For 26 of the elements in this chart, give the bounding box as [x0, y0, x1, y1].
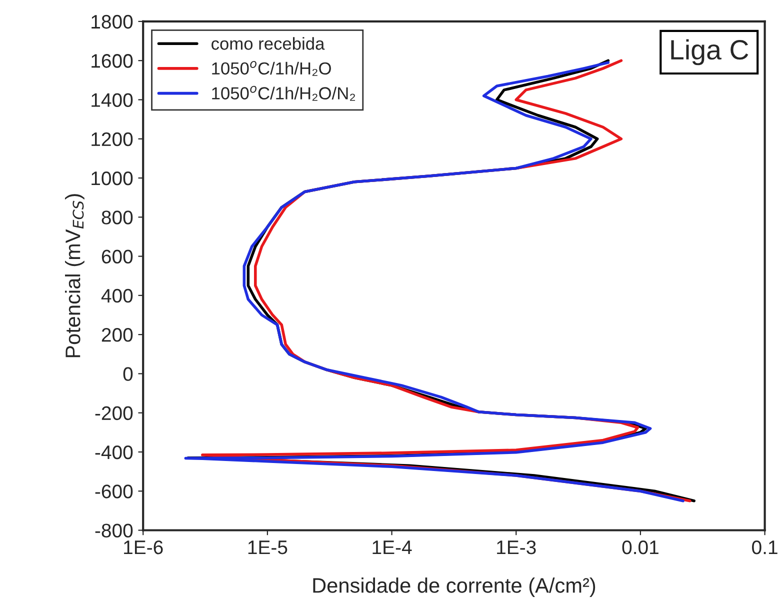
y-tick-label: 1400: [92, 93, 133, 107]
y-tick-label: 200: [102, 328, 133, 342]
y-tick-label: 1800: [92, 14, 133, 29]
legend-label: 1050$^{o}$C/1h/H₂O: [212, 60, 331, 76]
y-tick-label: 0: [123, 367, 133, 381]
y-tick-label: 600: [102, 250, 133, 264]
annotation: Liga C: [671, 39, 748, 66]
x-tick-label: 1E-3: [497, 540, 536, 554]
y-tick-label: 1600: [92, 54, 133, 68]
y-tick-label: -800: [95, 524, 133, 538]
x-tick-label: 1E-5: [248, 540, 288, 554]
x-axis-title: Densidade de corrente (A/cm²): [313, 578, 596, 597]
legend-label: como recebida: [212, 37, 325, 50]
legend-label: 1050$^{o}$C/1h/H₂O/N₂: [212, 86, 356, 101]
x-tick-label: 0.01: [622, 540, 658, 554]
y-tick-label: -600: [95, 484, 133, 498]
y-tick-label: 400: [101, 288, 133, 303]
y-tick-label: -200: [95, 406, 133, 420]
x-tick-label: 0.1: [752, 540, 778, 554]
y-tick-label: 800: [102, 210, 133, 224]
y-tick-label: -400: [95, 445, 133, 460]
y-tick-label: 1200: [92, 132, 133, 146]
y-tick-label: 1000: [92, 171, 133, 186]
x-tick-label: 1E-6: [124, 540, 163, 554]
y-axis-title: Potencial (mV$_{ECS}$): [64, 194, 84, 358]
x-tick-label: 1E-4: [372, 540, 412, 554]
